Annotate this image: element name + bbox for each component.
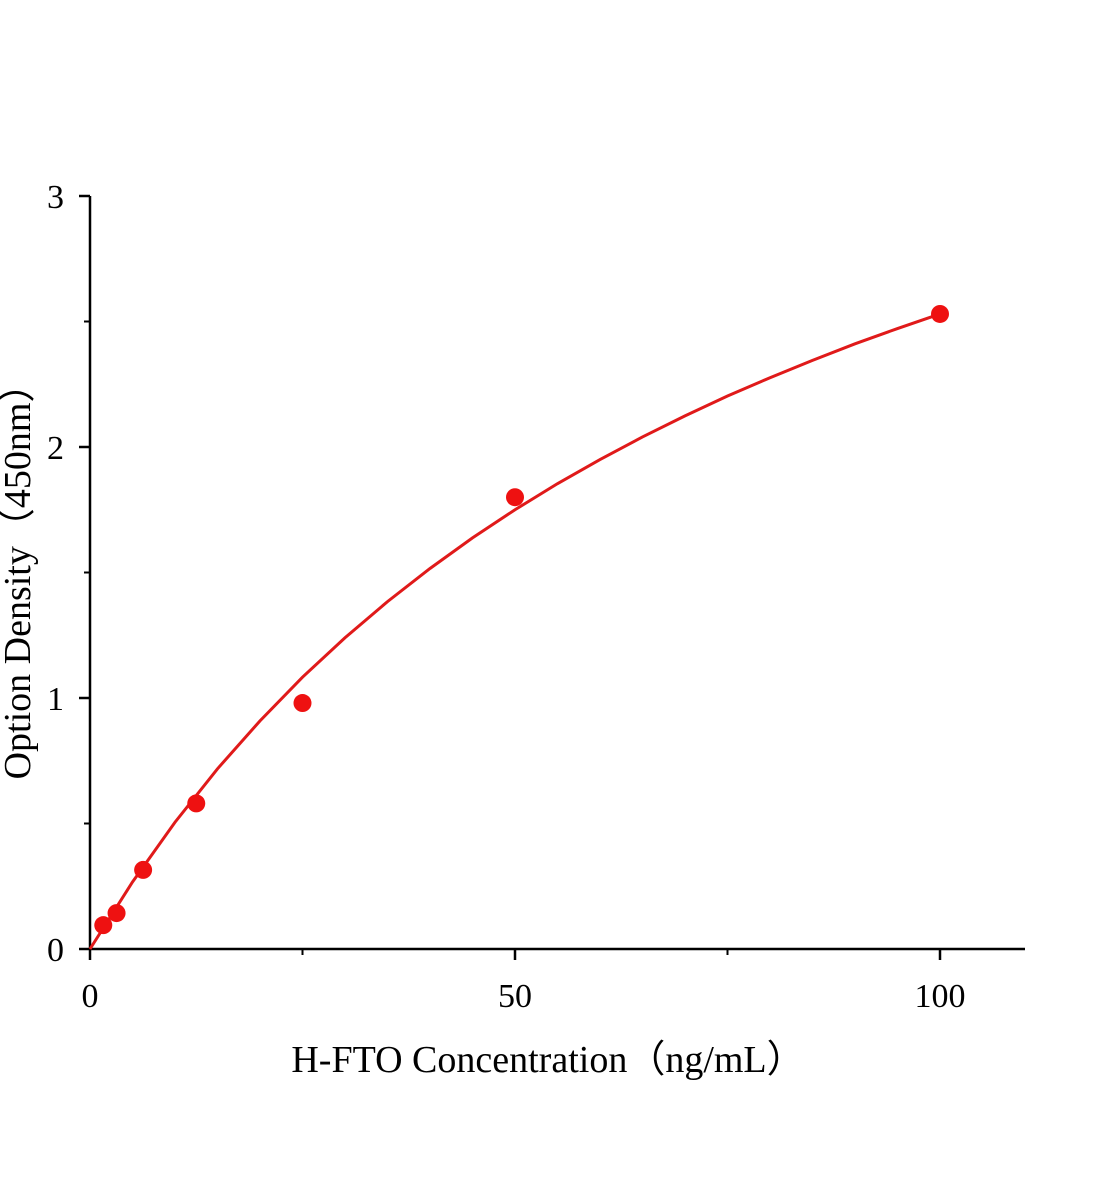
data-point xyxy=(187,794,206,813)
data-point xyxy=(134,860,153,879)
data-point xyxy=(107,904,126,923)
y-tick-label: 3 xyxy=(47,179,64,216)
y-axis-label: Option Density（450nm） xyxy=(0,365,39,780)
data-point xyxy=(506,488,524,507)
x-tick-label: 0 xyxy=(82,978,99,1015)
fit-curve xyxy=(88,312,941,950)
x-tick-label: 50 xyxy=(498,978,532,1015)
y-tick-label: 0 xyxy=(47,932,64,969)
x-tick-label: 100 xyxy=(915,978,966,1015)
y-tick-label: 2 xyxy=(47,430,64,467)
data-point xyxy=(931,304,949,323)
x-axis-label: H-FTO Concentration（ng/mL） xyxy=(291,1039,804,1081)
data-point xyxy=(293,694,312,713)
y-tick-label: 1 xyxy=(47,681,64,718)
data-point xyxy=(94,916,113,935)
